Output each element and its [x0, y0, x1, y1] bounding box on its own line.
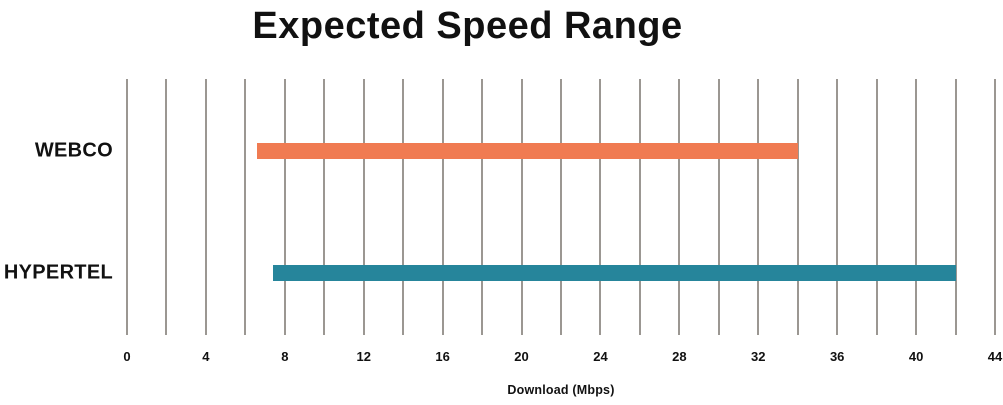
gridline	[796, 79, 799, 335]
x-tick-label: 24	[593, 349, 608, 364]
gridline	[165, 79, 168, 335]
gridline	[994, 79, 996, 335]
x-axis-label: Download (Mbps)	[507, 383, 615, 397]
x-tick-label: 16	[435, 349, 450, 364]
x-tick-label: 12	[356, 349, 371, 364]
plot-area	[126, 79, 996, 335]
x-tick-label: 0	[123, 349, 131, 364]
gridline	[126, 79, 128, 335]
gridline	[481, 79, 484, 335]
gridline	[323, 79, 326, 335]
x-tick-label: 28	[672, 349, 687, 364]
x-tick-label: 8	[281, 349, 289, 364]
gridline	[599, 79, 602, 335]
gridline	[204, 79, 207, 335]
gridline	[875, 79, 878, 335]
x-tick-label: 20	[514, 349, 529, 364]
x-tick-label: 40	[908, 349, 924, 364]
category-label-webco: WEBCO	[34, 139, 113, 162]
category-label-hypertel: HYPERTEL	[3, 261, 113, 284]
gridline	[520, 79, 523, 335]
gridline	[402, 79, 405, 335]
gridline	[441, 79, 444, 335]
x-tick-label: 4	[202, 349, 210, 364]
gridline	[915, 79, 918, 335]
gridline	[283, 79, 286, 335]
gridline	[638, 79, 641, 335]
gridline	[836, 79, 839, 335]
gridline	[717, 79, 720, 335]
x-axis-ticks: 0 4 8 12 16 20 24 28 32 36 40 44	[123, 349, 1002, 369]
gridline	[678, 79, 681, 335]
gridline	[362, 79, 365, 335]
range-bar-hypertel	[272, 265, 956, 282]
gridline	[560, 79, 562, 335]
x-tick-label: 36	[829, 349, 845, 364]
x-tick-label: 32	[751, 349, 766, 364]
range-bar-webco	[257, 142, 798, 159]
gridline	[954, 79, 957, 335]
x-tick-label: 44	[987, 349, 1003, 364]
y-axis-category-labels: WEBCO HYPERTEL	[0, 79, 113, 335]
gridline	[757, 79, 760, 335]
gridline	[244, 79, 247, 335]
chart-title: Expected Speed Range	[252, 5, 683, 47]
